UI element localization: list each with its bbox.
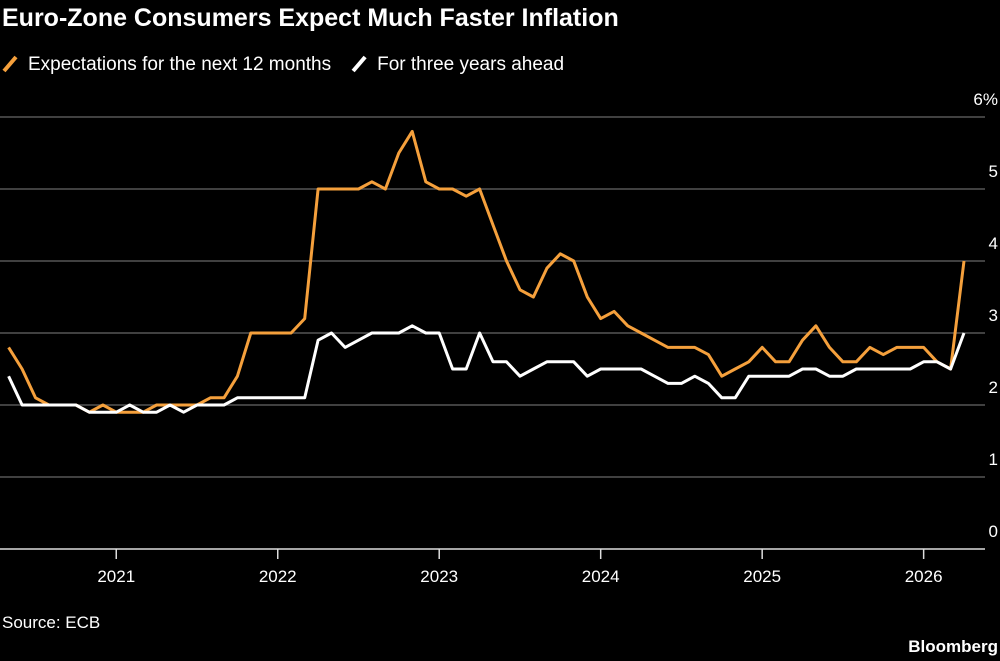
legend-swatch — [2, 55, 18, 73]
legend-label: Expectations for the next 12 months — [28, 54, 331, 75]
y-tick-label: 2 — [989, 378, 998, 397]
y-tick-label: 5 — [989, 162, 998, 181]
legend-swatch — [351, 55, 367, 73]
y-tick-label: 4 — [989, 234, 998, 253]
source: Source: ECB — [2, 613, 100, 632]
legend-label: For three years ahead — [377, 54, 564, 75]
x-tick-label: 2025 — [743, 567, 781, 586]
x-tick-label: 2022 — [259, 567, 297, 586]
x-tick-label: 2021 — [97, 567, 135, 586]
x-tick-label: 2026 — [905, 567, 943, 586]
series-line — [7, 324, 966, 414]
y-tick-label: 0 — [989, 522, 998, 541]
x-tick-label: 2024 — [582, 567, 620, 586]
brand: Bloomberg — [908, 637, 998, 656]
y-tick-label: 3 — [989, 306, 998, 325]
y-tick-label: 1 — [989, 450, 998, 469]
y-tick-label: 6% — [973, 90, 998, 109]
x-tick-label: 2023 — [420, 567, 458, 586]
chart-title: Euro-Zone Consumers Expect Much Faster I… — [2, 4, 619, 32]
